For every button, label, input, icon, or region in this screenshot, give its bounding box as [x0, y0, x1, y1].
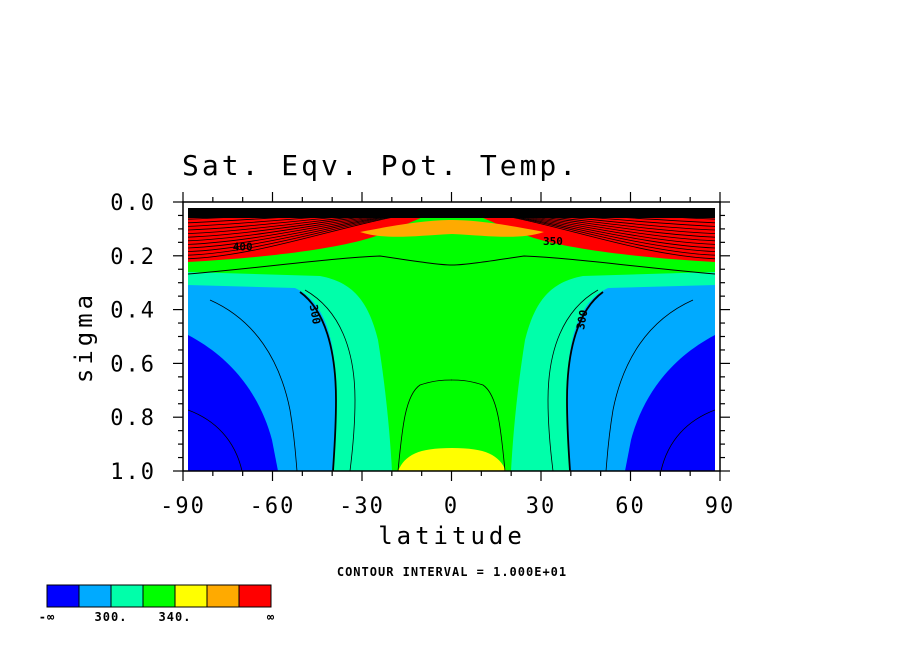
y-tick-label: 0.0 — [110, 191, 156, 216]
colorbar-label: 340. — [159, 610, 192, 624]
y-tick-label: 1.0 — [110, 460, 156, 485]
contour-region-left-2 — [188, 335, 278, 471]
colorbar-swatch — [110, 584, 144, 608]
contour-label-1: 300 — [574, 309, 590, 331]
colorbar-swatch — [238, 584, 272, 608]
contour-region-orange-upper — [360, 220, 544, 237]
contour-line-upper-13 — [188, 210, 715, 260]
contour-line-right-2 — [605, 299, 694, 471]
axes: -90 -60 -30 0 30 60 90 0.0 0.2 0.4 0.6 0.8 1.0 — [110, 191, 736, 519]
x-tick-label: 90 — [705, 494, 736, 519]
contour-line-right-1 — [566, 291, 604, 471]
y-axis-label: sigma — [70, 291, 98, 383]
colorbar-swatch — [78, 584, 112, 608]
y-tick-label: 0.6 — [110, 352, 156, 377]
x-tick-label: 60 — [615, 494, 646, 519]
contour-line-left-0 — [304, 289, 356, 471]
colorbar-swatch — [206, 584, 240, 608]
contour-labels: 300 300 350 400 — [233, 235, 591, 331]
x-tick-label: -30 — [339, 494, 385, 519]
y-tick-label: 0.8 — [110, 406, 156, 431]
contour-line-left-3 — [188, 409, 243, 471]
contour-line-tropopause — [188, 255, 715, 275]
contour-line-left-1 — [299, 291, 337, 471]
contour-region-top-dense — [188, 208, 715, 218]
contour-plot-area — [188, 208, 715, 471]
chart-title: Sat. Eqv. Pot. Temp. — [182, 149, 579, 182]
x-tick-label: -90 — [160, 494, 206, 519]
y-tick-label: 0.4 — [110, 299, 156, 324]
contour-line-left-2 — [209, 299, 298, 471]
contour-region-right-2 — [625, 335, 715, 471]
colorbar-label: 300. — [95, 610, 128, 624]
colorbar-label: -∞ — [39, 610, 55, 624]
contour-label-0: 300 — [307, 303, 323, 325]
contour-label-3: 400 — [233, 240, 253, 253]
contour-line-left-4 — [397, 379, 453, 471]
colorbar-swatch — [174, 584, 208, 608]
y-tick-label: 0.2 — [110, 245, 156, 270]
contour-line-right-0 — [547, 289, 599, 471]
contour-region-red-upper — [188, 208, 715, 262]
contour-label-2: 350 — [543, 235, 563, 248]
x-tick-label: 0 — [444, 494, 459, 519]
contour-interval-note: CONTOUR INTERVAL = 1.000E+01 — [337, 565, 567, 579]
x-axis-label: latitude — [378, 522, 526, 550]
x-tick-label: -60 — [250, 494, 296, 519]
contour-line-right-4 — [450, 379, 506, 471]
colorbar-swatch — [142, 584, 176, 608]
x-tick-label: 30 — [526, 494, 557, 519]
contour-line-right-3 — [660, 409, 715, 471]
colorbar: -∞ 300. 340. ∞ — [39, 584, 275, 624]
colorbar-swatch — [46, 584, 80, 608]
contour-region-yellow-surface — [398, 448, 506, 471]
colorbar-label: ∞ — [267, 610, 275, 624]
